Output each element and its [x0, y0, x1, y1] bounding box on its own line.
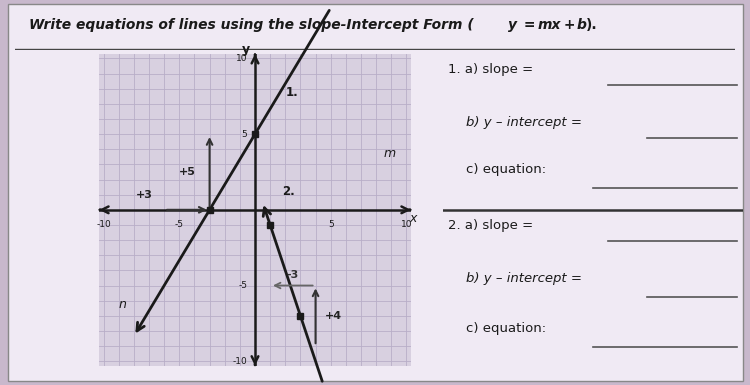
Text: +: + [560, 18, 580, 32]
Text: +4: +4 [326, 311, 342, 321]
Text: c) equation:: c) equation: [466, 322, 547, 335]
Text: x: x [410, 213, 417, 225]
Text: 2.: 2. [282, 185, 295, 198]
Text: 2. a) slope =: 2. a) slope = [448, 219, 534, 232]
Text: 10: 10 [236, 54, 248, 63]
Text: 5: 5 [328, 221, 334, 229]
Text: n: n [118, 298, 127, 311]
Text: b) y – intercept =: b) y – intercept = [466, 116, 583, 129]
Text: +5: +5 [178, 167, 195, 177]
Text: +3: +3 [136, 190, 153, 200]
Text: Write equations of lines using the slope-Intercept Form (: Write equations of lines using the slope… [29, 18, 474, 32]
Text: y: y [242, 43, 250, 56]
Text: =: = [519, 18, 540, 32]
Text: -5: -5 [238, 281, 248, 290]
Text: -10: -10 [96, 221, 111, 229]
Text: y: y [509, 18, 518, 32]
Text: -10: -10 [232, 357, 248, 366]
Text: -3: -3 [286, 270, 299, 280]
Text: 1.: 1. [285, 86, 298, 99]
Text: m: m [384, 147, 396, 160]
Text: ).: ). [586, 18, 598, 32]
Text: b) y – intercept =: b) y – intercept = [466, 272, 583, 285]
Text: 1. a) slope =: 1. a) slope = [448, 63, 534, 76]
Text: mx: mx [538, 18, 561, 32]
Text: 10: 10 [400, 221, 412, 229]
Text: 5: 5 [242, 130, 248, 139]
Text: -5: -5 [175, 221, 184, 229]
Text: c) equation:: c) equation: [466, 163, 547, 176]
Text: b: b [577, 18, 586, 32]
